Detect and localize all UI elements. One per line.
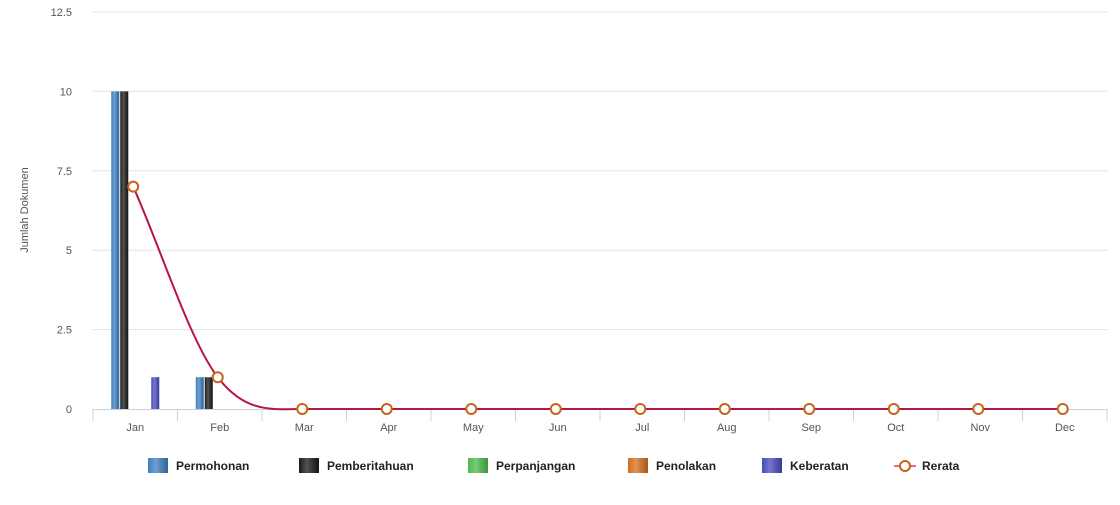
legend-label[interactable]: Penolakan [656, 459, 716, 473]
legend: Permohonan Pemberitahuan Perpanjangan Penol… [148, 458, 960, 473]
rerata-marker [127, 180, 140, 193]
legend-label[interactable]: Rerata [922, 459, 960, 473]
bar-sheen [111, 91, 120, 410]
gridlines [93, 11, 1107, 331]
legend-marker-rerata [899, 460, 911, 472]
y-tick-label: 0 [66, 404, 72, 416]
rerata-marker [211, 371, 224, 384]
legend-label[interactable]: Keberatan [790, 459, 849, 473]
x-tick-label: Apr [380, 422, 397, 434]
rerata-spline [132, 186, 1063, 411]
rerata-marker [380, 403, 393, 415]
x-tick-label: Sep [801, 422, 821, 434]
bar-sheen [204, 377, 213, 409]
legend-swatch-sheen [299, 458, 319, 473]
bar-sheen [120, 91, 129, 410]
x-tick-label: Jul [635, 422, 649, 434]
rerata-marker [296, 403, 309, 415]
rerata-marker [887, 403, 900, 415]
x-axis: Jan Feb Mar Apr May Jun Jul Aug Sep Oct Nov Dec [92, 409, 1108, 434]
x-tick-label: Feb [210, 422, 229, 434]
y-axis: 0 2.5 5 7.5 10 12.5 [51, 7, 72, 416]
y-tick-label: 5 [66, 245, 72, 257]
x-tick-label: May [463, 422, 484, 434]
x-tick-label: Aug [717, 422, 737, 434]
y-tick-label: 2.5 [57, 325, 72, 337]
legend-label[interactable]: Perpanjangan [496, 459, 575, 473]
x-tick-label: Dec [1055, 422, 1075, 434]
bars [111, 91, 213, 410]
legend-swatch-sheen [468, 458, 488, 473]
rerata-marker [465, 403, 478, 415]
rerata-marker [718, 403, 731, 415]
rerata-marker [549, 403, 562, 415]
rerata-marker [803, 403, 816, 415]
bar-sheen [151, 377, 160, 409]
bar-sheen [195, 377, 204, 409]
x-tick-label: Nov [970, 422, 990, 434]
legend-label[interactable]: Permohonan [176, 459, 249, 473]
rerata-marker [634, 403, 647, 415]
rerata-marker [972, 403, 985, 415]
x-tick-label: Jun [549, 422, 567, 434]
y-axis-label: Jumlah Dokumen [19, 167, 31, 253]
y-tick-label: 7.5 [57, 166, 72, 178]
y-tick-label: 12.5 [51, 7, 72, 19]
rerata-marker [1056, 403, 1069, 415]
rerata-line [127, 180, 1069, 415]
legend-swatch-sheen [148, 458, 168, 473]
x-tick-label: Jan [126, 422, 144, 434]
x-tick-label: Mar [295, 422, 314, 434]
legend-swatch-sheen [628, 458, 648, 473]
x-tick-label: Oct [887, 422, 904, 434]
legend-label[interactable]: Pemberitahuan [327, 459, 414, 473]
legend-swatch-sheen [762, 458, 782, 473]
y-tick-label: 10 [60, 86, 72, 98]
